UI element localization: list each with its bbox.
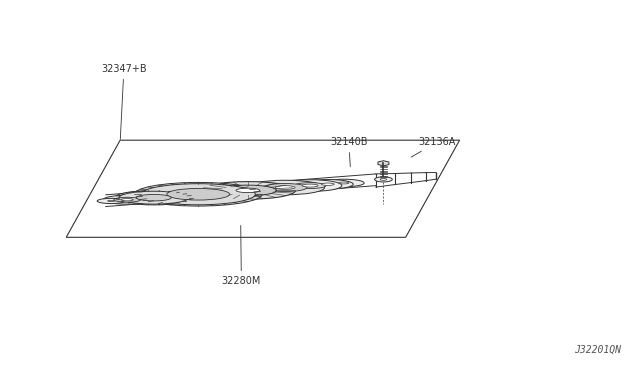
Ellipse shape <box>141 184 255 205</box>
Ellipse shape <box>220 185 276 196</box>
Ellipse shape <box>119 191 189 204</box>
Ellipse shape <box>374 177 392 182</box>
Ellipse shape <box>134 182 262 206</box>
Text: J32201QN: J32201QN <box>574 344 621 355</box>
Ellipse shape <box>114 197 140 202</box>
Ellipse shape <box>167 189 230 200</box>
Ellipse shape <box>236 188 260 193</box>
Ellipse shape <box>324 179 364 187</box>
Ellipse shape <box>103 195 151 204</box>
Ellipse shape <box>108 201 115 202</box>
Text: 32136A: 32136A <box>412 137 456 157</box>
Ellipse shape <box>136 195 172 201</box>
Ellipse shape <box>294 183 326 189</box>
Ellipse shape <box>200 182 296 199</box>
Ellipse shape <box>121 199 133 201</box>
Text: 32140B: 32140B <box>330 137 367 167</box>
Ellipse shape <box>302 184 318 187</box>
Ellipse shape <box>115 190 193 205</box>
Ellipse shape <box>264 183 307 192</box>
Ellipse shape <box>303 180 353 189</box>
Ellipse shape <box>380 179 387 180</box>
Ellipse shape <box>321 183 334 185</box>
Ellipse shape <box>339 182 349 184</box>
Ellipse shape <box>246 180 324 195</box>
Ellipse shape <box>278 180 342 192</box>
Ellipse shape <box>275 186 295 189</box>
Text: 32280M: 32280M <box>221 225 261 286</box>
Ellipse shape <box>97 198 125 203</box>
Text: 32347+B: 32347+B <box>101 64 147 139</box>
Polygon shape <box>378 161 389 166</box>
